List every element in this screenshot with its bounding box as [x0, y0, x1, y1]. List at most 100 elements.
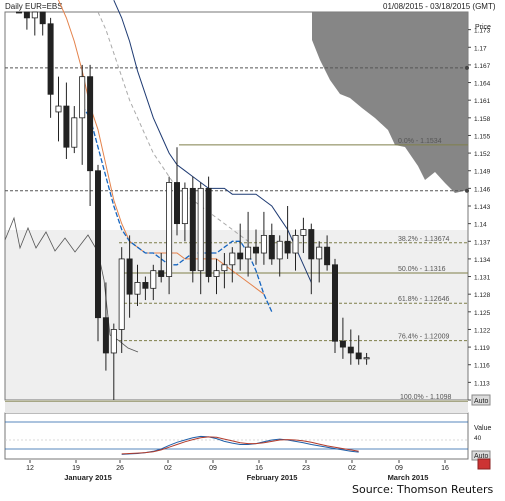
oscillator-auto-label: Auto	[474, 453, 489, 460]
oscillator-series-line	[121, 435, 359, 455]
x-tick-label: 02	[164, 465, 172, 472]
plot-background-lower	[5, 230, 468, 400]
y-tick-label: 1.128	[474, 292, 491, 299]
candle-body	[79, 76, 86, 119]
candle-body	[331, 264, 338, 342]
candle-body	[166, 182, 173, 277]
candle-body	[39, 11, 46, 25]
candle-body	[284, 240, 291, 254]
y-tick-label: 1.116	[474, 363, 490, 370]
price-axis-label: Price	[475, 24, 491, 31]
x-month-label: March 2015	[388, 473, 429, 482]
level-marker	[465, 188, 469, 193]
x-month-label: February 2015	[247, 473, 298, 482]
candle-body	[324, 246, 331, 266]
candle-body	[363, 357, 370, 360]
settings-button[interactable]	[477, 458, 491, 470]
y-tick-label: 1.137	[474, 239, 491, 246]
x-tick-label: 16	[255, 465, 263, 472]
y-tick-label: 1.134	[474, 257, 491, 264]
candle-body	[126, 258, 133, 295]
y-tick-label: 1.149	[474, 169, 491, 176]
oscillator-border	[4, 412, 469, 460]
auto-scale-button[interactable]	[471, 394, 491, 406]
source-credit: Source: Thomson Reuters	[352, 483, 494, 496]
candle-body	[268, 234, 275, 260]
candle-body	[252, 246, 259, 254]
y-tick-label: 1.125	[474, 310, 491, 317]
candle-body	[292, 234, 299, 254]
candle-body	[276, 240, 283, 260]
fib-level-label: 100.0% - 1.1098	[400, 394, 451, 401]
auto-scale-label: Auto	[474, 398, 489, 405]
y-tick-label: 1.119	[474, 345, 490, 352]
ichimoku-cloud	[312, 12, 468, 193]
y-tick-label: 1.146	[474, 186, 491, 193]
candle-body	[197, 187, 204, 272]
candle-body	[300, 229, 307, 236]
candle-body	[355, 352, 362, 360]
fib-level-label: 50.0% - 1.1316	[398, 266, 446, 273]
candle-body	[142, 282, 149, 289]
candle-body	[229, 252, 236, 266]
y-tick-label: 1.14	[474, 222, 487, 229]
panel-separator	[5, 400, 468, 413]
y-tick-label: 1.152	[474, 151, 491, 158]
x-tick-label: 02	[348, 465, 356, 472]
fib-level-label: 38.2% - 1.13674	[398, 236, 449, 243]
candle-body	[316, 246, 323, 260]
candle-body	[189, 187, 196, 272]
candle-body	[173, 182, 180, 225]
candle-body	[245, 246, 252, 260]
candle-body	[260, 234, 267, 254]
candle-body	[237, 252, 244, 260]
candle-body	[308, 229, 315, 260]
moving-average-fast-line	[57, 0, 265, 295]
y-tick-label: 1.158	[474, 116, 491, 123]
y-tick-label: 1.155	[474, 133, 491, 140]
x-tick-label: 26	[116, 465, 124, 472]
instrument-title: Daily EUR=EBS	[5, 2, 63, 11]
y-tick-label: 1.122	[474, 327, 491, 334]
x-tick-label: 19	[72, 465, 80, 472]
y-tick-label: 1.131	[474, 275, 491, 282]
oscillator-axis-label: Value	[474, 425, 491, 432]
candle-body	[205, 187, 212, 277]
date-range: 01/08/2015 - 03/18/2015 (GMT)	[383, 2, 496, 11]
level-marker	[465, 65, 469, 70]
candle-body	[23, 11, 30, 19]
x-tick-label: 09	[395, 465, 403, 472]
fib-level-label: 0.0% - 1.1534	[398, 138, 442, 145]
candle-body	[110, 329, 117, 354]
oscillator-series-line	[121, 436, 359, 455]
candle-body	[150, 270, 157, 289]
candle-body	[347, 346, 354, 354]
fib-level-label: 61.8% - 1.12646	[398, 296, 449, 303]
candle-body	[87, 76, 94, 172]
candle-body	[118, 258, 125, 330]
candle-body	[71, 117, 78, 148]
y-tick-label: 1.167	[474, 63, 491, 70]
y-tick-label: 1.173	[474, 28, 491, 35]
candle-body	[213, 270, 220, 277]
x-tick-label: 23	[302, 465, 310, 472]
candle-body	[102, 317, 109, 354]
x-tick-label: 09	[209, 465, 217, 472]
fib-level-label: 76.4% - 1.12009	[398, 334, 449, 341]
y-tick-label: 1.143	[474, 204, 491, 211]
candle-body	[15, 11, 22, 14]
x-tick-label: 16	[441, 465, 449, 472]
candle-body	[339, 340, 346, 348]
y-tick-label: 1.161	[474, 98, 491, 105]
candle-body	[95, 170, 102, 319]
moving-average-gray-dashed	[97, 11, 249, 242]
candle-body	[47, 23, 54, 95]
moving-average-slow-line	[113, 0, 312, 283]
candle-body	[31, 11, 38, 19]
oscillator-tick-label: 40	[474, 435, 482, 442]
candle-body	[181, 187, 188, 225]
y-tick-label: 1.113	[474, 380, 490, 387]
candle-body	[134, 282, 141, 295]
